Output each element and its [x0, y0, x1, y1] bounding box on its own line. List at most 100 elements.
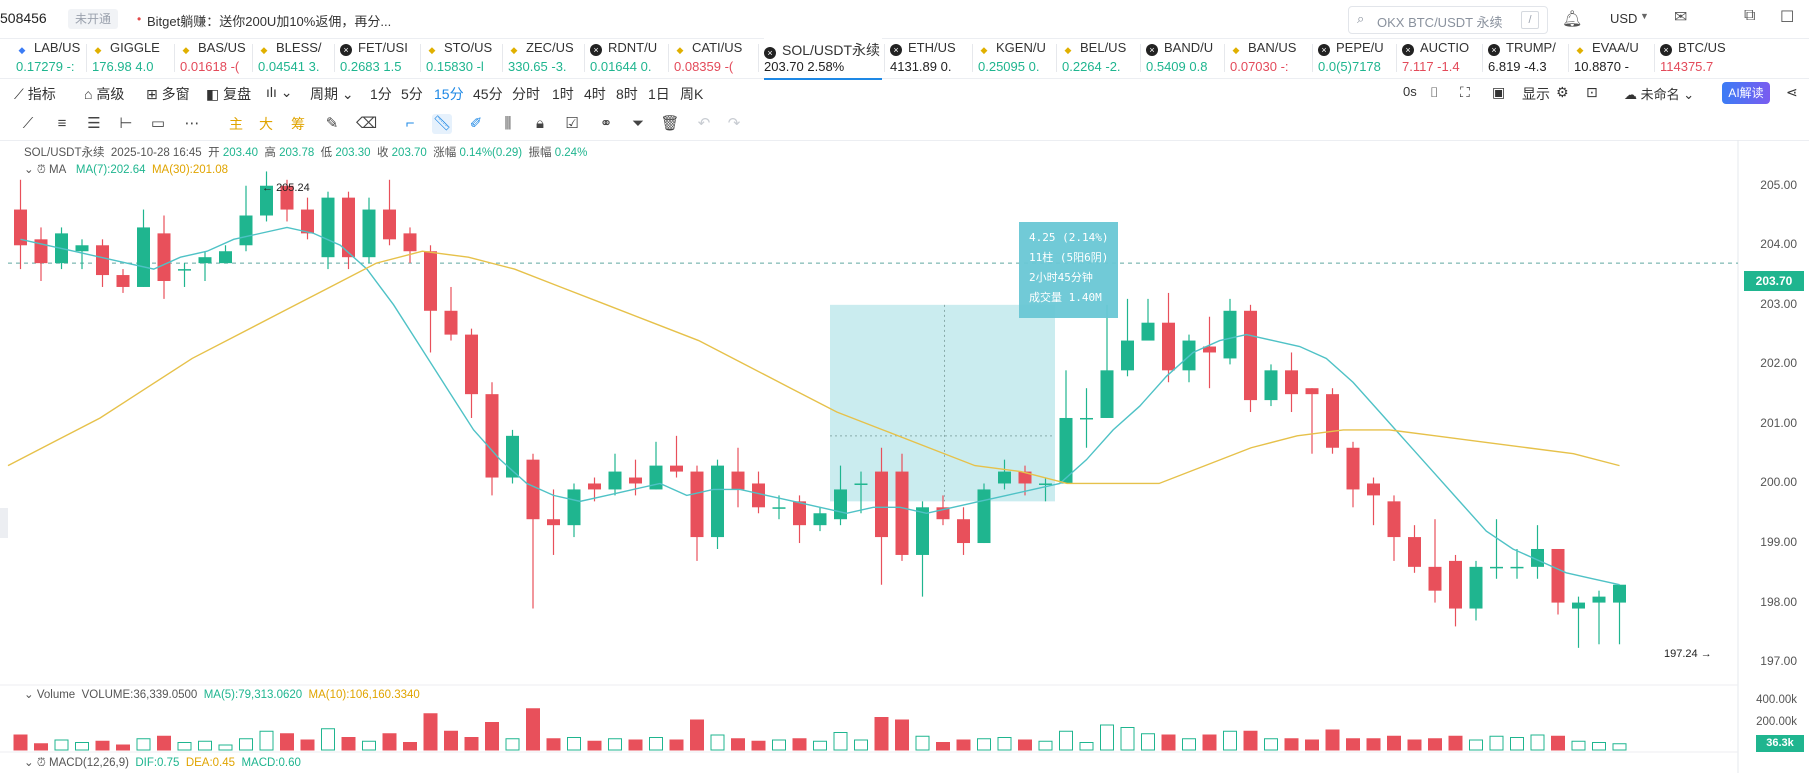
edit-icon[interactable]: ✎	[325, 115, 339, 132]
layout-name-select[interactable]: ☁ 未命名 ⌄	[1624, 87, 1695, 102]
settings-panel-icon[interactable]: ▣	[1492, 84, 1506, 100]
x-circle-icon: ×	[590, 44, 602, 56]
ticker-12[interactable]: ◆ BEL/US 0.2264 -2.	[1062, 38, 1138, 78]
window-maximize-icon[interactable]: ☐	[1780, 9, 1795, 26]
tool-main[interactable]: 主	[229, 116, 243, 132]
alarm-icon[interactable]: ⏰︎	[36, 757, 46, 769]
interval-45m[interactable]: 45分	[473, 86, 503, 102]
ticker-15[interactable]: × PEPE/U 0.0(5)7178	[1318, 38, 1394, 78]
ticker-2[interactable]: ◆ BAS/US 0.01618 -(	[180, 38, 250, 78]
trash-icon[interactable]: 🗑︎	[660, 115, 680, 132]
rectangle-icon[interactable]: ▭	[150, 115, 166, 132]
ticker-4[interactable]: × FET/USI 0.2683 1.5	[340, 38, 418, 78]
window-restore-icon[interactable]: ⧉	[1744, 7, 1756, 24]
collapse-icon[interactable]: ⌄	[24, 689, 34, 701]
interval-week[interactable]: 周K	[680, 86, 704, 102]
link-icon[interactable]: ⚭	[599, 115, 613, 132]
candle-body	[362, 209, 376, 258]
replay-icon: ◧	[206, 86, 224, 102]
ticker-price: 0.01618 -(	[180, 59, 240, 74]
parallel-lines-icon[interactable]: ≡	[57, 115, 67, 132]
volume-bar	[177, 742, 192, 751]
horizontal-ray-icon[interactable]: ⊢	[119, 115, 133, 132]
ticker-separator	[334, 44, 335, 72]
undo-icon[interactable]: ↶	[697, 115, 711, 132]
ticker-3[interactable]: ◆ BLESS/0.04541 3.	[258, 38, 332, 78]
horizontal-lines-icon[interactable]: ☰	[87, 115, 101, 132]
ticker-11[interactable]: ◆ KGEN/U 0.25095 0.	[978, 38, 1054, 78]
redo-icon[interactable]: ↷	[727, 115, 741, 132]
interval-1h[interactable]: 1时	[552, 86, 574, 102]
lock-icon[interactable]: 🔒︎	[536, 115, 544, 132]
brush-icon[interactable]: ✐	[469, 115, 483, 132]
ticker-6[interactable]: ◆ ZEC/US 330.65 -3.	[508, 38, 582, 78]
ticker-price: 176.98 4.0	[92, 59, 154, 74]
indicators-button[interactable]: ⟋ 指标	[14, 86, 56, 102]
interval-4h[interactable]: 4时	[584, 86, 606, 102]
ticker-14[interactable]: ◆ BAN/US 0.07030 -:	[1230, 38, 1310, 78]
top-bar: 508456 未开通 • Bitget躺赚：送你200U加10%返佣，再分...…	[0, 0, 1809, 39]
collapse-icon[interactable]: ⌄	[24, 757, 34, 769]
candle-body	[957, 519, 970, 544]
mail-icon[interactable]: ✉	[1674, 9, 1688, 26]
ticker-0[interactable]: ◆ LAB/US 0.17279 -:	[16, 38, 84, 78]
interval-1m[interactable]: 1分	[370, 86, 392, 102]
ticker-16[interactable]: × AUCTIO 7.117 -1.4	[1402, 38, 1480, 78]
promo-text[interactable]: Bitget躺赚：送你200U加10%返佣，再分...	[147, 14, 392, 29]
ma-label: MA	[49, 164, 67, 176]
bell-icon[interactable]: 🔔︎	[1562, 11, 1583, 28]
interval-1d[interactable]: 1日	[648, 86, 670, 102]
multi-window-button[interactable]: ⊞ 多窗	[146, 86, 190, 102]
volume-bar	[444, 730, 458, 751]
filter-icon[interactable]: ⏷	[631, 115, 644, 132]
more-tools-icon[interactable]: ⋯	[184, 115, 200, 132]
volume-bar	[833, 732, 848, 751]
eraser-icon[interactable]: ⌫	[356, 115, 378, 132]
currency-select[interactable]: USD	[1610, 11, 1638, 26]
period-select[interactable]: 周期 ⌄	[310, 86, 354, 102]
ai-analysis-button[interactable]: AI解读	[1722, 82, 1770, 104]
alarm-icon[interactable]: ⏰︎	[36, 164, 46, 176]
tool-chips[interactable]: 筹	[291, 116, 305, 132]
volume-bar	[1038, 740, 1053, 751]
ticker-17[interactable]: × TRUMP/6.819 -4.3	[1488, 38, 1566, 78]
sidebar-toggle-handle[interactable]	[0, 508, 8, 538]
measure-ruler-icon[interactable]: 📏︎	[432, 114, 452, 134]
ticker-8[interactable]: ◆ CATI/US 0.08359 -(	[674, 38, 756, 78]
ticker-7[interactable]: × RDNT/U 0.01644 0.	[590, 38, 666, 78]
candles-icon[interactable]: ⫼	[504, 115, 512, 132]
watchlist-icon[interactable]: ☑	[565, 115, 579, 132]
camera-icon[interactable]: ⌷	[1430, 84, 1439, 100]
magnet-icon[interactable]: ⌐	[405, 115, 415, 132]
ticker-13[interactable]: × BAND/U 0.5409 0.8	[1146, 38, 1222, 78]
tool-large[interactable]: 大	[259, 116, 273, 132]
ticker-5[interactable]: ◆ STO/US 0.15830 -l	[426, 38, 500, 78]
ticker-9[interactable]: × SOL/USDT永续 203.70 2.58%	[764, 38, 882, 80]
share-icon[interactable]: ⋖	[1786, 84, 1798, 100]
interval-15m[interactable]: 15分	[434, 86, 464, 102]
advanced-button[interactable]: ⌂ 高级	[84, 86, 125, 102]
ticker-19[interactable]: × BTC/US 114375.7	[1660, 38, 1728, 78]
interval-5m[interactable]: 5分	[401, 86, 423, 102]
candle-body	[567, 489, 581, 526]
collapse-icon[interactable]: ⌄	[24, 164, 34, 176]
display-button[interactable]: 显示	[1522, 86, 1550, 102]
chart-type-select[interactable]: ılı ⌄	[266, 84, 293, 101]
candle-body	[772, 507, 786, 509]
interval-8h[interactable]: 8时	[616, 86, 638, 102]
gear-icon[interactable]: ⚙	[1556, 84, 1569, 100]
trendline-icon[interactable]: ⟋	[22, 115, 34, 132]
ticker-1[interactable]: ◆ GIGGLE 176.98 4.0	[92, 38, 172, 78]
search-input[interactable]: ⌕ OKX BTC/USDT 永续 /	[1348, 6, 1548, 34]
layout-icon[interactable]: ⊡	[1586, 84, 1598, 100]
price-chart[interactable]	[0, 140, 1809, 773]
status-badge[interactable]: 未开通	[68, 9, 119, 29]
fullscreen-icon[interactable]: ⛶	[1460, 84, 1470, 100]
interval-timeshare[interactable]: 分时	[512, 86, 540, 102]
ticker-price: 0.17279 -:	[16, 59, 75, 74]
candle-body	[1305, 388, 1319, 395]
ticker-18[interactable]: ◆ EVAA/U 10.8870 -	[1574, 38, 1652, 78]
replay-button[interactable]: ◧ 复盘	[206, 86, 252, 102]
ticker-10[interactable]: × ETH/US 4131.89 0.	[890, 38, 970, 78]
candle-body	[1387, 501, 1401, 538]
